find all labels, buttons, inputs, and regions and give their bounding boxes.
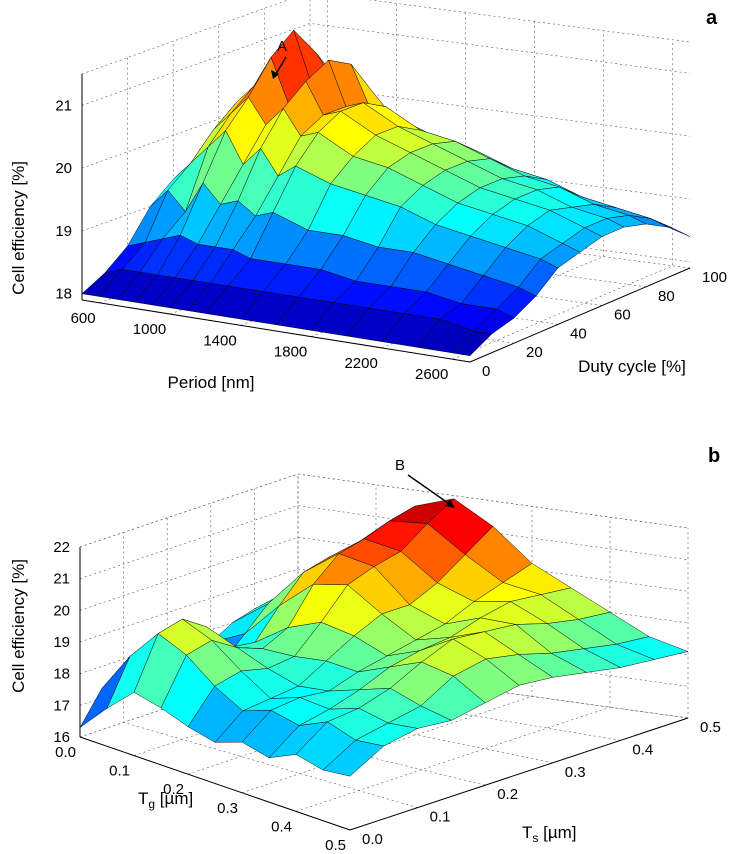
x-tick-label: 2200 xyxy=(344,355,377,372)
surface-chart-a: 18 19 20 21 600 1000 1400 1800 2200 2600 0 20 40 60 80… xyxy=(9,0,727,392)
z-axis-label-a: Cell efficiency [%] xyxy=(9,161,28,295)
y-tick-label: 0.0 xyxy=(362,831,383,848)
y-tick-label: 0.4 xyxy=(632,741,653,758)
gridline-top xyxy=(79,473,299,548)
surface-b xyxy=(79,498,689,777)
x-axis-label-b: Ts [µm] xyxy=(522,823,577,845)
axis-line xyxy=(469,267,691,363)
y-axis-label-a: Duty cycle [%] xyxy=(578,357,686,376)
y-tick-label: 60 xyxy=(614,307,631,324)
gridline-y xyxy=(297,474,689,719)
gridline-z xyxy=(81,23,691,106)
x-tick-label: 0.1 xyxy=(109,763,130,780)
x-tick-label: 0.4 xyxy=(271,818,292,835)
x-tick-label: 1000 xyxy=(133,321,166,338)
annotation-arrow-a xyxy=(275,56,287,75)
x-tick-label: 0.5 xyxy=(325,837,346,854)
gridline-top xyxy=(81,0,289,75)
axis-line xyxy=(349,717,689,831)
z-tick-label: 22 xyxy=(53,539,70,556)
surface-cell xyxy=(322,739,385,777)
x-tick-label: 600 xyxy=(71,310,96,327)
z-tick-label: 21 xyxy=(55,97,72,114)
gridline-top xyxy=(368,0,691,43)
surface-a xyxy=(81,29,691,356)
x-tick-label: 1400 xyxy=(203,332,236,349)
y-tick-label: 0 xyxy=(482,363,490,380)
z-tick-label: 20 xyxy=(53,602,70,619)
z-axis-label-b: Cell efficiency [%] xyxy=(9,559,28,693)
gridline-z xyxy=(81,85,691,169)
y-tick-label: 0.2 xyxy=(497,786,518,803)
surface-chart-b: 16 17 18 19 20 21 22 0.0 0.1 0.2 0.3 0.4 0.5 0.0 0.1 0.… xyxy=(9,445,721,854)
annotation-label-a: A xyxy=(277,38,287,55)
y-tick-label: 40 xyxy=(570,325,587,342)
gridline-y xyxy=(210,503,553,764)
x-tick-label: 0.2 xyxy=(163,781,184,798)
gridline-x xyxy=(452,39,674,360)
x-tick-label: 2600 xyxy=(415,366,448,383)
y-tick-label: 80 xyxy=(658,288,675,305)
z-tick-label: 21 xyxy=(53,571,70,588)
axes-b: 16 17 18 19 20 21 22 0.0 0.1 0.2 0.3 0.4 0.5 0.0 0.1 0.… xyxy=(53,539,721,854)
z-tick-label: 19 xyxy=(53,634,70,651)
x-tick-label: 0.3 xyxy=(217,800,238,817)
z-tick-label: 18 xyxy=(55,286,72,303)
annotation-label-b: B xyxy=(395,457,405,474)
y-tick-label: 0.5 xyxy=(700,719,721,736)
gridline-z xyxy=(79,505,689,579)
z-tick-label: 16 xyxy=(53,729,70,746)
y-tick-label: 0.1 xyxy=(430,809,451,826)
annotation-arrowhead-a xyxy=(271,70,279,79)
annotation-arrow-b xyxy=(407,474,449,504)
panel-label-b: b xyxy=(708,445,720,467)
x-tick-label: 0.0 xyxy=(55,744,76,761)
gridline-x xyxy=(295,517,611,812)
y-tick-label: 20 xyxy=(526,344,543,361)
y-tick-label: 100 xyxy=(702,269,727,286)
x-axis-label-a: Period [nm] xyxy=(168,373,255,392)
gridline-y xyxy=(123,532,418,808)
gridline-z xyxy=(79,537,689,611)
gridline-x xyxy=(381,30,604,349)
panel-label-a: a xyxy=(706,7,718,29)
axis-line xyxy=(79,736,351,831)
annotation-arrowhead-b xyxy=(445,499,455,508)
axis-line xyxy=(81,299,471,363)
z-tick-label: 18 xyxy=(53,666,70,683)
z-tick-label: 17 xyxy=(53,697,70,714)
gridline-top xyxy=(297,473,689,529)
gridline-z xyxy=(79,568,689,643)
z-tick-label: 19 xyxy=(55,223,72,240)
y-axis-label-b: Tg [µm] xyxy=(138,789,193,811)
y-tick-label: 0.3 xyxy=(565,764,586,781)
x-tick-label: 1800 xyxy=(274,344,307,361)
z-tick-label: 20 xyxy=(55,160,72,177)
axes-a: 18 19 20 21 600 1000 1400 1800 2200 2600 0 20 40 60 80… xyxy=(55,74,727,383)
surface-cell xyxy=(451,330,493,356)
